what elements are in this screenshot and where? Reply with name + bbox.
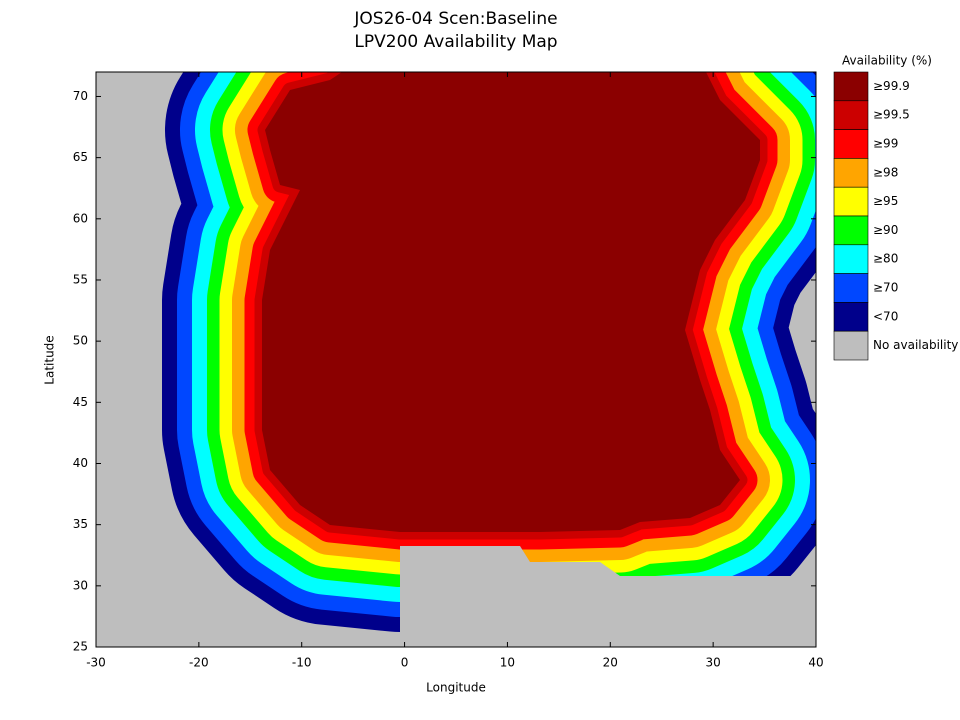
x-tick-label: -30 <box>86 656 106 670</box>
legend-swatch <box>833 71 869 102</box>
legend-label: ≥99.9 <box>873 79 910 93</box>
y-tick-label: 25 <box>73 640 88 654</box>
chart-title: JOS26-04 Scen:Baseline <box>353 9 557 29</box>
legend-label: ≥95 <box>873 194 898 208</box>
legend-swatch <box>833 129 869 159</box>
plot-frame <box>95 71 817 648</box>
y-axis-label: Latitude <box>43 335 57 384</box>
legend-label: ≥90 <box>873 223 898 237</box>
x-tick-label: -20 <box>189 656 209 670</box>
x-axis-label: Longitude <box>426 681 486 695</box>
x-tick-label: 10 <box>500 656 515 670</box>
y-tick-label: 40 <box>73 456 88 470</box>
legend-swatch <box>833 186 869 217</box>
legend-label: ≥99.5 <box>873 108 910 122</box>
availability-band <box>262 72 760 532</box>
x-tick-label: 20 <box>603 656 618 670</box>
legend-swatch <box>833 215 869 246</box>
y-tick-label: 70 <box>73 89 88 103</box>
legend-label: ≥80 <box>873 252 898 266</box>
legend-swatch <box>833 330 869 361</box>
legend-swatch <box>833 302 869 332</box>
legend-label: No availability <box>873 338 958 352</box>
legend-swatch <box>833 158 869 188</box>
x-tick-label: -10 <box>292 656 312 670</box>
legend-swatch <box>833 100 869 130</box>
no-availability-area <box>400 546 816 647</box>
y-tick-label: 50 <box>73 334 88 348</box>
legend-label: ≥98 <box>873 165 898 179</box>
y-tick-label: 45 <box>73 395 88 409</box>
chart-subtitle: LPV200 Availability Map <box>354 32 557 52</box>
y-tick-label: 60 <box>73 211 88 225</box>
legend-label: ≥99 <box>873 137 898 151</box>
x-tick-label: 30 <box>706 656 721 670</box>
y-tick-label: 65 <box>73 150 88 164</box>
legend-swatch <box>833 244 869 274</box>
legend-title: Availability (%) <box>842 54 932 68</box>
legend-label: <70 <box>873 309 898 323</box>
x-tick-label: 0 <box>401 656 409 670</box>
y-tick-label: 35 <box>73 517 88 531</box>
map-area <box>96 72 816 647</box>
legend-swatch <box>833 273 869 303</box>
y-tick-label: 30 <box>73 578 88 592</box>
legend-label: ≥70 <box>873 281 898 295</box>
y-tick-label: 55 <box>73 272 88 286</box>
x-tick-label: 40 <box>808 656 823 670</box>
